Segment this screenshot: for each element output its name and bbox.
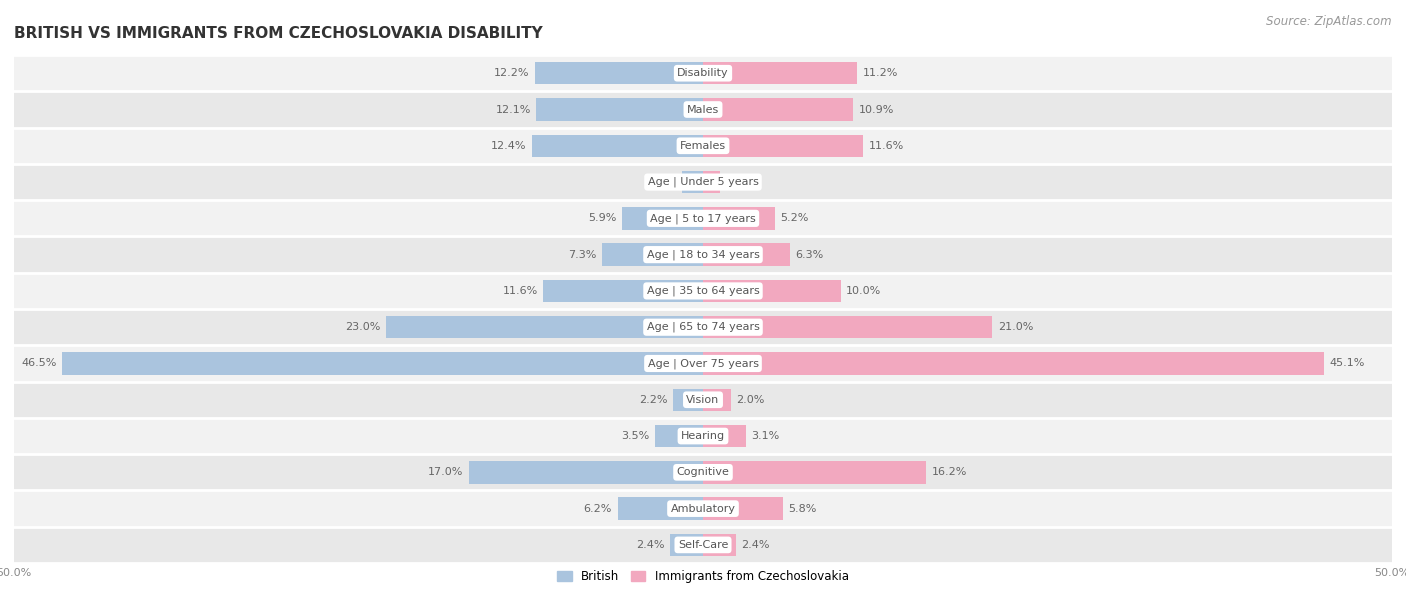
Bar bbox=[703, 461, 927, 483]
Bar bbox=[703, 62, 858, 84]
Text: Males: Males bbox=[688, 105, 718, 114]
Bar bbox=[62, 353, 703, 375]
Text: Hearing: Hearing bbox=[681, 431, 725, 441]
Bar bbox=[703, 498, 783, 520]
Bar bbox=[672, 389, 703, 411]
Text: 3.1%: 3.1% bbox=[751, 431, 779, 441]
Text: 7.3%: 7.3% bbox=[568, 250, 598, 259]
Text: Females: Females bbox=[681, 141, 725, 151]
Text: Cognitive: Cognitive bbox=[676, 468, 730, 477]
Text: 12.4%: 12.4% bbox=[491, 141, 527, 151]
Bar bbox=[14, 309, 1392, 345]
Text: 17.0%: 17.0% bbox=[427, 468, 463, 477]
Text: 5.8%: 5.8% bbox=[789, 504, 817, 513]
Bar bbox=[703, 280, 841, 302]
Bar bbox=[669, 534, 703, 556]
Text: 2.4%: 2.4% bbox=[636, 540, 665, 550]
Bar bbox=[543, 280, 703, 302]
Text: 5.2%: 5.2% bbox=[780, 214, 808, 223]
Text: BRITISH VS IMMIGRANTS FROM CZECHOSLOVAKIA DISABILITY: BRITISH VS IMMIGRANTS FROM CZECHOSLOVAKI… bbox=[14, 26, 543, 42]
Text: 6.3%: 6.3% bbox=[796, 250, 824, 259]
Text: Vision: Vision bbox=[686, 395, 720, 405]
Bar bbox=[536, 99, 703, 121]
Bar bbox=[682, 171, 703, 193]
Text: 11.6%: 11.6% bbox=[502, 286, 537, 296]
Text: 11.2%: 11.2% bbox=[863, 68, 898, 78]
Bar bbox=[703, 353, 1324, 375]
Text: 2.2%: 2.2% bbox=[638, 395, 668, 405]
Bar bbox=[621, 207, 703, 230]
Bar bbox=[703, 425, 745, 447]
Bar bbox=[703, 135, 863, 157]
Text: Age | 35 to 64 years: Age | 35 to 64 years bbox=[647, 286, 759, 296]
Text: Ambulatory: Ambulatory bbox=[671, 504, 735, 513]
Bar bbox=[703, 244, 790, 266]
Bar bbox=[14, 454, 1392, 490]
Bar bbox=[531, 135, 703, 157]
Text: Source: ZipAtlas.com: Source: ZipAtlas.com bbox=[1267, 15, 1392, 28]
Text: 23.0%: 23.0% bbox=[346, 322, 381, 332]
Text: 1.2%: 1.2% bbox=[725, 177, 754, 187]
Bar bbox=[534, 62, 703, 84]
Text: 6.2%: 6.2% bbox=[583, 504, 612, 513]
Text: Disability: Disability bbox=[678, 68, 728, 78]
Text: 1.5%: 1.5% bbox=[648, 177, 676, 187]
Bar bbox=[14, 382, 1392, 418]
Text: 2.0%: 2.0% bbox=[737, 395, 765, 405]
Bar bbox=[617, 498, 703, 520]
Bar bbox=[703, 99, 853, 121]
Text: 45.1%: 45.1% bbox=[1330, 359, 1365, 368]
Text: 46.5%: 46.5% bbox=[21, 359, 56, 368]
Bar bbox=[14, 55, 1392, 91]
Bar bbox=[655, 425, 703, 447]
Bar bbox=[14, 200, 1392, 236]
Text: 21.0%: 21.0% bbox=[998, 322, 1033, 332]
Text: Age | 65 to 74 years: Age | 65 to 74 years bbox=[647, 322, 759, 332]
Text: 5.9%: 5.9% bbox=[588, 214, 616, 223]
Bar bbox=[703, 534, 737, 556]
Bar bbox=[703, 316, 993, 338]
Legend: British, Immigrants from Czechoslovakia: British, Immigrants from Czechoslovakia bbox=[553, 565, 853, 588]
Text: 10.9%: 10.9% bbox=[859, 105, 894, 114]
Text: Self-Care: Self-Care bbox=[678, 540, 728, 550]
Text: 12.1%: 12.1% bbox=[495, 105, 531, 114]
Bar bbox=[14, 418, 1392, 454]
Text: 12.2%: 12.2% bbox=[494, 68, 530, 78]
Bar bbox=[14, 128, 1392, 164]
Bar bbox=[14, 164, 1392, 200]
Text: 11.6%: 11.6% bbox=[869, 141, 904, 151]
Text: Age | 18 to 34 years: Age | 18 to 34 years bbox=[647, 249, 759, 260]
Text: 16.2%: 16.2% bbox=[932, 468, 967, 477]
Bar bbox=[703, 171, 720, 193]
Bar bbox=[14, 527, 1392, 563]
Bar bbox=[387, 316, 703, 338]
Text: Age | 5 to 17 years: Age | 5 to 17 years bbox=[650, 213, 756, 223]
Bar bbox=[14, 490, 1392, 527]
Text: 2.4%: 2.4% bbox=[741, 540, 770, 550]
Text: 10.0%: 10.0% bbox=[846, 286, 882, 296]
Bar bbox=[14, 345, 1392, 382]
Bar bbox=[703, 207, 775, 230]
Text: 3.5%: 3.5% bbox=[621, 431, 650, 441]
Bar bbox=[14, 91, 1392, 128]
Text: Age | Over 75 years: Age | Over 75 years bbox=[648, 358, 758, 369]
Text: Age | Under 5 years: Age | Under 5 years bbox=[648, 177, 758, 187]
Bar bbox=[14, 273, 1392, 309]
Bar bbox=[468, 461, 703, 483]
Bar bbox=[703, 389, 731, 411]
Bar bbox=[14, 236, 1392, 273]
Bar bbox=[602, 244, 703, 266]
